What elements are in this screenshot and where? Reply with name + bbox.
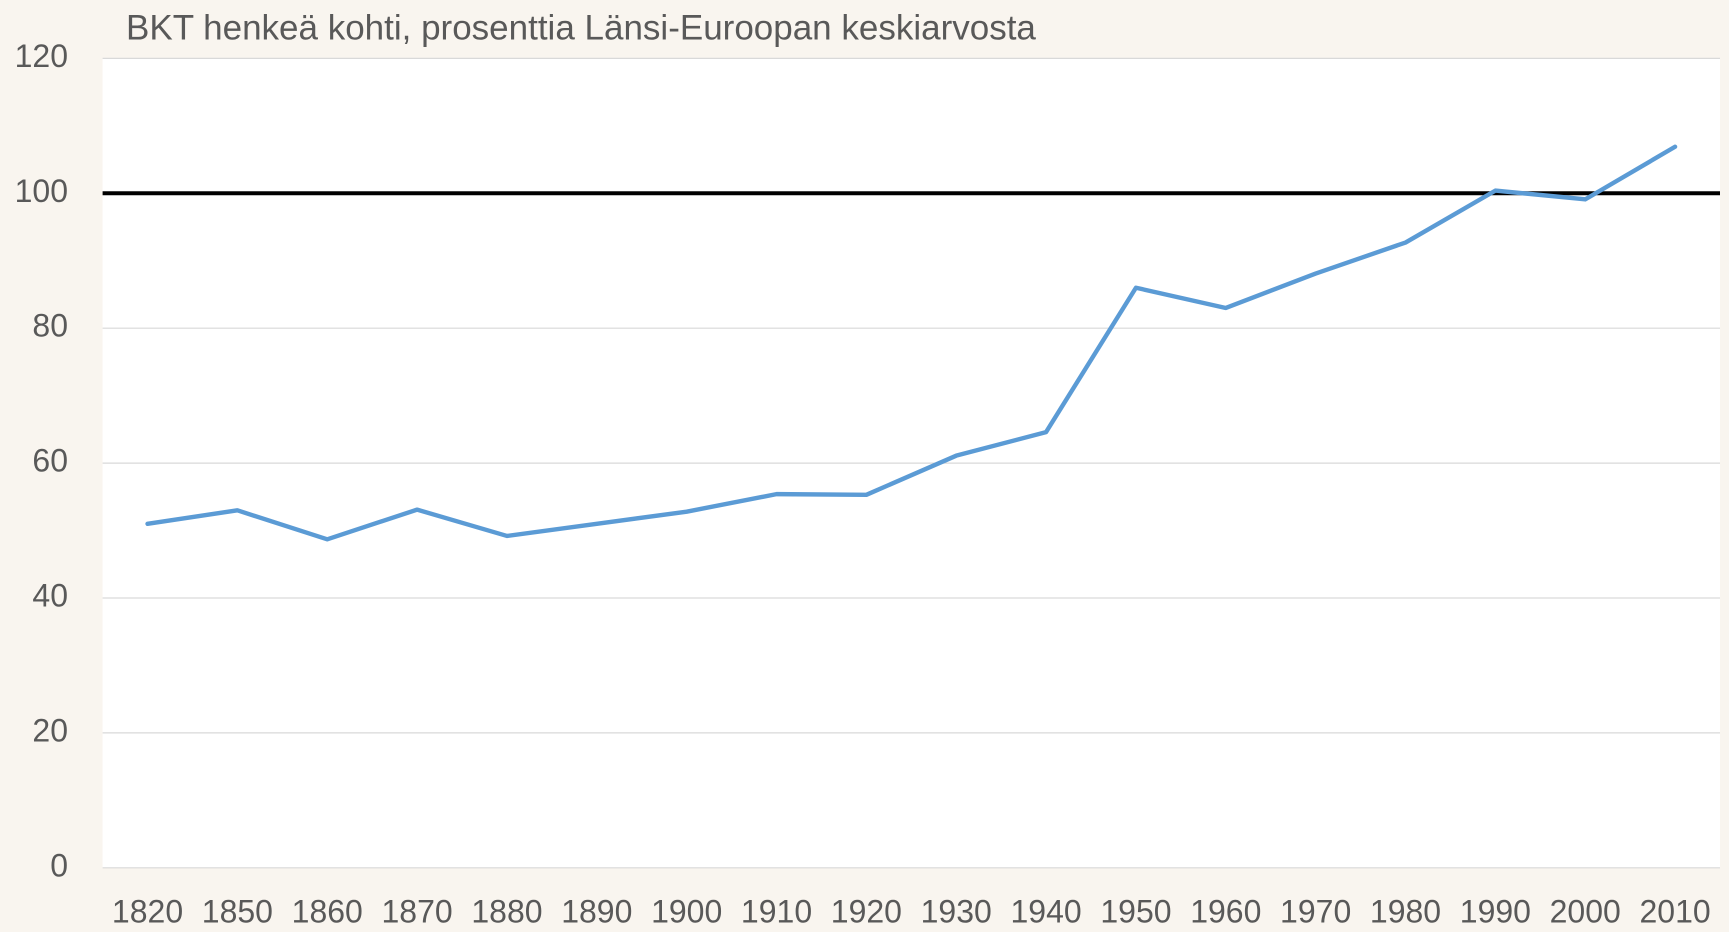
x-tick-label: 1960 — [1190, 893, 1261, 929]
y-tick-label: 20 — [32, 712, 68, 748]
x-tick-label: 1910 — [741, 893, 812, 929]
x-tick-label: 1900 — [651, 893, 722, 929]
x-tick-label: 1820 — [112, 893, 183, 929]
x-tick-label: 2000 — [1550, 893, 1621, 929]
x-tick-label: 1950 — [1100, 893, 1171, 929]
y-tick-label: 60 — [32, 443, 68, 479]
chart-title: BKT henkeä kohti, prosenttia Länsi-Euroo… — [126, 8, 1036, 47]
x-tick-label: 1890 — [561, 893, 632, 929]
x-tick-label: 1880 — [471, 893, 542, 929]
x-tick-label: 1940 — [1010, 893, 1081, 929]
x-tick-label: 1860 — [292, 893, 363, 929]
x-tick-label: 1920 — [831, 893, 902, 929]
y-tick-label: 120 — [15, 38, 68, 74]
x-tick-label: 1870 — [382, 893, 453, 929]
x-tick-label: 1970 — [1280, 893, 1351, 929]
x-tick-label: 1850 — [202, 893, 273, 929]
y-tick-label: 100 — [15, 173, 68, 209]
y-tick-label: 80 — [32, 308, 68, 344]
y-tick-label: 40 — [32, 577, 68, 613]
y-tick-label: 0 — [50, 847, 68, 883]
series-line — [145, 144, 1678, 542]
x-tick-label: 1980 — [1370, 893, 1441, 929]
x-tick-label: 1930 — [921, 893, 992, 929]
x-tick-label: 1990 — [1460, 893, 1531, 929]
x-tick-label: 2010 — [1639, 893, 1710, 929]
